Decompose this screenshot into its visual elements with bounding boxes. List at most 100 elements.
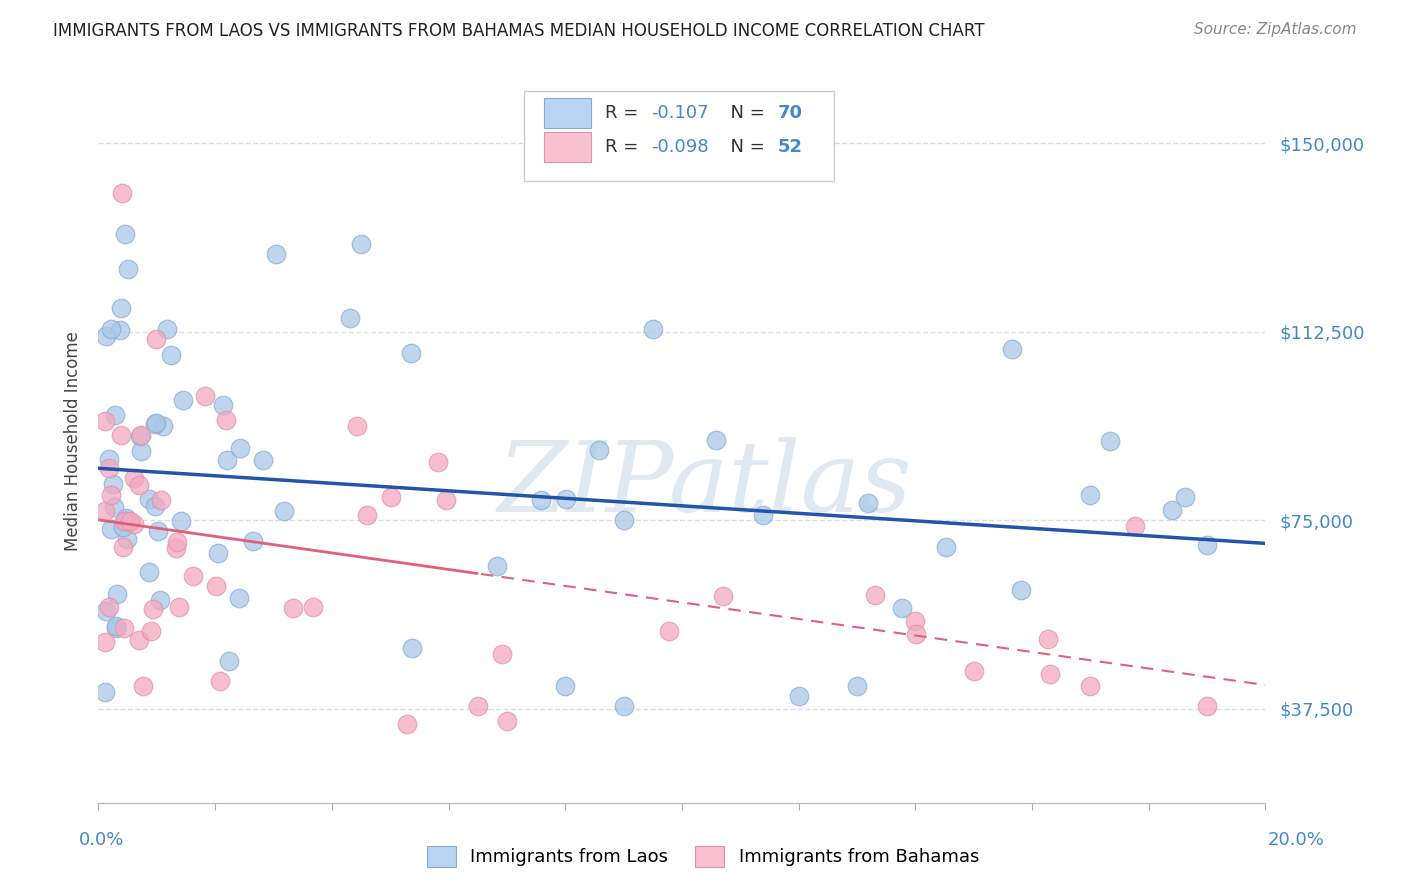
Text: -0.098: -0.098	[651, 137, 709, 156]
Point	[108, 323, 131, 337]
Point	[427, 455, 450, 469]
Point	[846, 679, 869, 693]
Point	[904, 627, 927, 641]
Point	[242, 533, 264, 548]
Point	[98, 451, 121, 466]
Point	[101, 476, 124, 491]
Point	[787, 689, 810, 703]
Point	[120, 514, 142, 528]
Point	[110, 301, 132, 316]
Point	[112, 541, 135, 555]
Point	[142, 602, 165, 616]
Point	[166, 541, 188, 556]
Point	[149, 593, 172, 607]
Point	[264, 247, 287, 261]
Point	[1001, 342, 1024, 356]
Point	[858, 496, 880, 510]
Point	[496, 714, 519, 728]
Point	[94, 414, 117, 428]
Y-axis label: Median Household Income: Median Household Income	[65, 332, 83, 551]
Text: 0.0%: 0.0%	[79, 831, 124, 849]
Point	[211, 398, 233, 412]
Point	[145, 500, 167, 514]
Point	[94, 635, 117, 649]
Point	[711, 589, 734, 603]
Point	[104, 619, 127, 633]
Point	[104, 408, 127, 422]
Point	[752, 508, 775, 522]
Point	[204, 579, 226, 593]
Point	[228, 442, 250, 456]
Point	[588, 443, 610, 458]
Point	[115, 532, 138, 546]
Point	[129, 427, 152, 442]
Point	[128, 429, 150, 443]
Point	[1080, 488, 1102, 502]
Point	[145, 416, 167, 430]
Point	[115, 510, 138, 524]
Point	[94, 604, 117, 618]
Point	[704, 434, 727, 448]
Point	[346, 419, 368, 434]
Point	[139, 624, 162, 639]
Point	[169, 600, 191, 615]
FancyBboxPatch shape	[544, 132, 591, 162]
Point	[132, 679, 155, 693]
Point	[217, 453, 239, 467]
Point	[209, 674, 232, 689]
Text: ZIPatlas: ZIPatlas	[498, 437, 912, 533]
Point	[100, 488, 122, 502]
Point	[215, 413, 238, 427]
Point	[380, 490, 402, 504]
Point	[395, 717, 418, 731]
Point	[252, 453, 274, 467]
Point	[181, 568, 204, 582]
Point	[486, 559, 509, 574]
Point	[401, 640, 423, 655]
Point	[117, 261, 139, 276]
Point	[100, 522, 122, 536]
Point	[356, 508, 378, 523]
Point	[110, 428, 132, 442]
Point	[1039, 666, 1062, 681]
Point	[350, 236, 373, 251]
Point	[114, 227, 136, 241]
Point	[98, 600, 121, 615]
Point	[218, 654, 240, 668]
Point	[658, 624, 681, 639]
Point	[129, 444, 152, 458]
Point	[302, 599, 325, 614]
Point	[399, 346, 422, 360]
Legend: Immigrants from Laos, Immigrants from Bahamas: Immigrants from Laos, Immigrants from Ba…	[420, 838, 986, 874]
Point	[1195, 538, 1218, 552]
Text: 20.0%: 20.0%	[1268, 831, 1324, 849]
Point	[94, 329, 117, 343]
Point	[103, 500, 125, 514]
Point	[935, 540, 957, 554]
Point	[1160, 503, 1182, 517]
Point	[105, 587, 128, 601]
Text: IMMIGRANTS FROM LAOS VS IMMIGRANTS FROM BAHAMAS MEDIAN HOUSEHOLD INCOME CORRELAT: IMMIGRANTS FROM LAOS VS IMMIGRANTS FROM …	[53, 22, 986, 40]
Point	[146, 524, 169, 538]
Point	[122, 517, 145, 532]
Point	[145, 332, 167, 346]
Point	[612, 699, 634, 714]
Point	[143, 417, 166, 431]
Point	[1080, 679, 1102, 693]
Point	[641, 322, 664, 336]
Point	[128, 633, 150, 648]
Point	[172, 393, 194, 408]
Point	[273, 504, 295, 518]
Text: R =: R =	[605, 103, 644, 122]
Point	[114, 513, 136, 527]
Point	[434, 493, 457, 508]
Text: 70: 70	[778, 103, 803, 122]
Point	[904, 614, 927, 628]
Point	[104, 621, 127, 635]
Point	[555, 491, 578, 506]
Point	[1010, 582, 1032, 597]
Point	[94, 685, 117, 699]
Point	[962, 664, 984, 678]
Point	[111, 186, 134, 201]
Point	[554, 679, 576, 693]
